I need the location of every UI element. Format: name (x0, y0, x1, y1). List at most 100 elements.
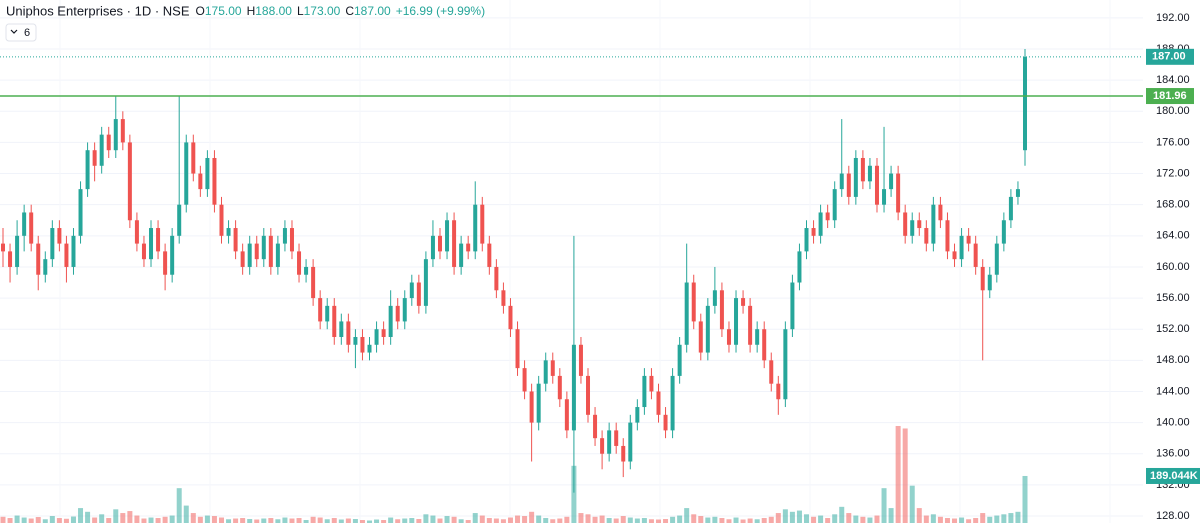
candle-body (705, 305, 710, 353)
volume-bar (99, 514, 105, 523)
volume-bar (338, 519, 344, 523)
volume-bar (959, 517, 965, 523)
volume-bar (627, 517, 633, 523)
volume-bar (1008, 513, 1014, 523)
y-tick-label: 176.00 (1156, 136, 1190, 148)
candle-body (247, 243, 252, 267)
volume-bar (966, 519, 972, 523)
last-price-box (1146, 48, 1194, 65)
volume-bar (296, 518, 302, 523)
volume-bar (275, 519, 281, 523)
volume-bar (867, 517, 873, 523)
candle-body (663, 414, 668, 431)
candle-body (149, 228, 154, 260)
ohlc-key: L (297, 4, 304, 18)
volume-bar (782, 509, 788, 523)
volume-bar (726, 519, 732, 523)
volume-bar (233, 518, 239, 523)
candle-body (607, 430, 612, 454)
volume-bar (973, 518, 979, 523)
candle-body (141, 243, 146, 260)
ohlc-value: 188.00 (255, 4, 292, 18)
candle-body (536, 383, 541, 423)
price-axis: 128.00132.00136.00140.00144.00148.00152.… (1146, 12, 1200, 522)
volume-bar (677, 515, 683, 523)
volume-bar (641, 518, 647, 523)
candle-body (240, 251, 245, 267)
volume-bar (458, 519, 464, 523)
volume-bar (733, 517, 739, 523)
candle-body (924, 228, 929, 244)
candle-body (452, 220, 457, 267)
candle-body (261, 235, 266, 260)
volume-bar (655, 519, 661, 523)
volume-bar (564, 516, 570, 523)
volume-bar (78, 508, 84, 523)
volume-bar (317, 517, 323, 523)
volume-bar (324, 519, 330, 523)
volume-bar (881, 488, 887, 523)
y-tick-label: 172.00 (1156, 167, 1190, 179)
candle-body (748, 305, 753, 345)
candle-body (29, 212, 34, 244)
candle-body (437, 235, 442, 252)
volume-bar (493, 518, 499, 523)
volume-bar (261, 518, 267, 523)
indicator-count[interactable]: 6 (24, 27, 30, 39)
indicator-toggle[interactable] (5, 23, 37, 42)
candle-body (1023, 56, 1027, 151)
volume-bar (550, 519, 556, 523)
volume-bar (345, 518, 351, 523)
candle-body (966, 235, 971, 244)
candle-body (917, 220, 922, 229)
candle-body (543, 360, 548, 384)
volume-bar (923, 515, 929, 523)
candle-body (71, 235, 76, 267)
candle-body (593, 414, 598, 439)
candle-body (325, 305, 330, 322)
candle-body (445, 220, 450, 252)
candle-body (487, 243, 492, 267)
candle-body (501, 290, 506, 306)
volume-bar (141, 518, 147, 523)
volume-bar (247, 519, 253, 523)
ohlc-value: 173.00 (304, 4, 341, 18)
candle-body (578, 344, 583, 376)
y-tick-label: 136.00 (1156, 448, 1190, 460)
volume-bar (578, 513, 584, 523)
candle-body (22, 212, 27, 236)
ohlc-value: 187.00 (354, 4, 391, 18)
candle-body (621, 445, 626, 462)
volume-bar (747, 518, 753, 523)
y-tick-label: 144.00 (1156, 385, 1190, 397)
volume-bar (113, 509, 119, 523)
volume-bar (352, 519, 358, 523)
price-pane (1, 49, 1027, 493)
candle-body (466, 243, 471, 252)
ohlc-key: O (196, 4, 205, 18)
candle-body (712, 290, 717, 306)
volume-bar (35, 517, 41, 523)
volume-bar (127, 511, 133, 523)
grid (0, 17, 1143, 517)
volume-bar (85, 511, 91, 523)
candle-body (332, 305, 337, 337)
volume-bar (56, 518, 62, 523)
volume-bar (705, 517, 711, 523)
volume-bar (846, 513, 852, 523)
volume-bar (500, 519, 506, 523)
volume-bar (796, 510, 802, 523)
volume-bar (282, 517, 288, 523)
candle-body (564, 399, 569, 431)
candle-body (867, 165, 872, 182)
candle-body (198, 173, 203, 190)
volume-bar (515, 515, 521, 523)
candle-body (1001, 220, 1006, 244)
candle-body (684, 282, 689, 345)
y-tick-label: 148.00 (1156, 354, 1190, 366)
volume-bar (63, 518, 69, 523)
candle-body (99, 134, 104, 166)
volume-bar (310, 516, 316, 523)
